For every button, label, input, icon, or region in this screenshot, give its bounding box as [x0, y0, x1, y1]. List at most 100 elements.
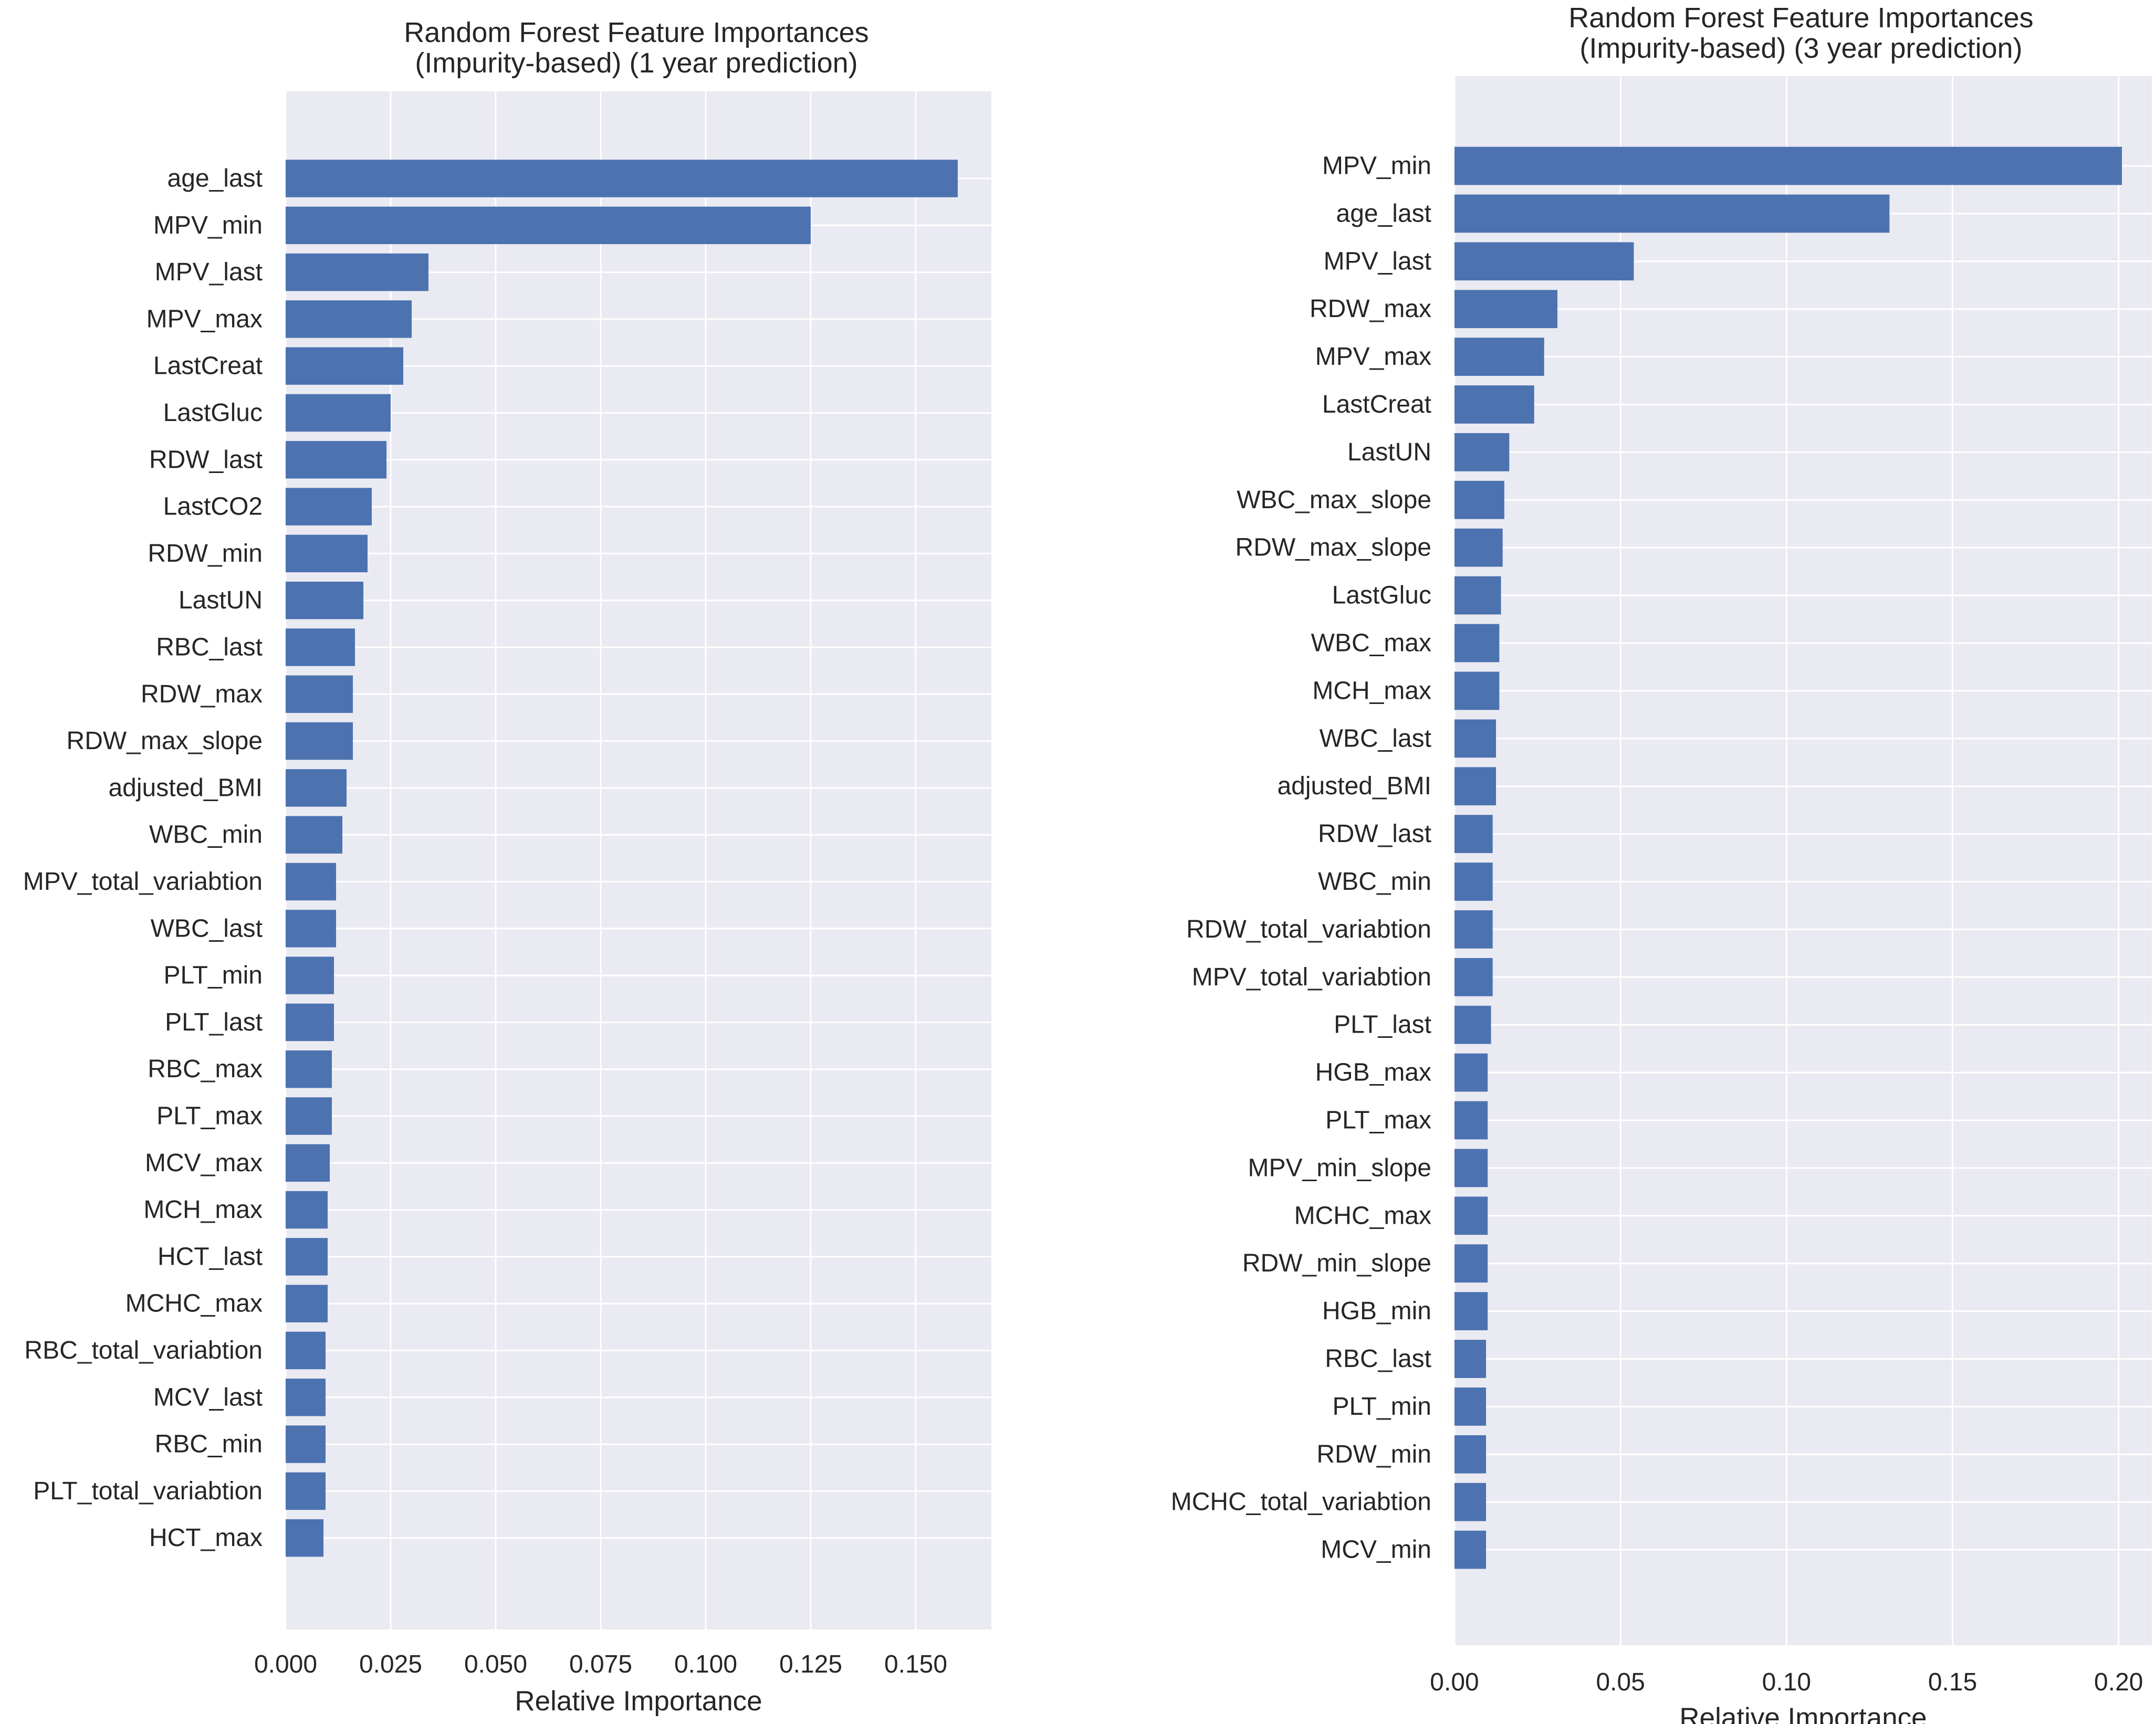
- y-tick-label: MPV_last: [1324, 247, 1431, 275]
- bar-MPV_max: [1454, 338, 1544, 376]
- bar-MCHC_max: [1454, 1196, 1488, 1235]
- y-tick-label: MCHC_max: [125, 1290, 263, 1318]
- bar-MCV_max: [286, 1144, 330, 1182]
- bar-RDW_max_slope: [286, 722, 353, 760]
- bar-HCT_max: [286, 1519, 323, 1557]
- y-tick-label: MCH_max: [1312, 677, 1431, 705]
- bar-MCHC_total_variabtion: [1454, 1483, 1487, 1521]
- bar-PLT_total_variabtion: [286, 1472, 326, 1510]
- x-tick-label: 0.10: [1762, 1668, 1811, 1696]
- bar-PLT_min: [286, 956, 334, 994]
- y-tick-label: MPV_max: [1315, 343, 1431, 371]
- y-tick-label: WBC_max_slope: [1237, 486, 1431, 514]
- x-tick-label: 0.125: [779, 1651, 842, 1678]
- y-tick-label: LastGluc: [163, 399, 263, 427]
- x-tick-label: 0.150: [884, 1651, 947, 1678]
- bar-PLT_last: [1454, 1005, 1491, 1044]
- y-tick-label: PLT_total_variabtion: [33, 1477, 263, 1505]
- bar-RBC_min: [286, 1425, 326, 1463]
- y-tick-label: RDW_max_slope: [67, 727, 263, 755]
- bar-RDW_total_variabtion: [1454, 910, 1493, 949]
- y-tick-label: RBC_total_variabtion: [24, 1337, 263, 1364]
- y-tick-label: WBC_last: [151, 914, 263, 942]
- y-tick-label: RDW_max_slope: [1236, 534, 1431, 562]
- bar-adjusted_BMI: [286, 769, 347, 807]
- y-tick-label: LastUN: [1347, 438, 1431, 466]
- y-tick-label: PLT_max: [1325, 1107, 1431, 1134]
- y-tick-label: MCV_last: [153, 1383, 263, 1411]
- y-tick-label: LastCO2: [163, 493, 263, 521]
- bar-LastUN: [1454, 433, 1510, 471]
- y-tick-label: LastCreat: [1322, 391, 1431, 418]
- y-tick-label: MPV_min_slope: [1248, 1154, 1432, 1182]
- x-axis-label: Relative Importance: [515, 1686, 762, 1717]
- y-tick-label: LastUN: [179, 586, 263, 614]
- bar-RDW_min_slope: [1454, 1244, 1488, 1283]
- y-tick-label: MPV_total_variabtion: [23, 868, 263, 896]
- y-tick-label: WBC_last: [1320, 724, 1431, 752]
- x-tick-label: 0.100: [674, 1651, 737, 1678]
- y-tick-label: HCT_last: [158, 1243, 263, 1270]
- bar-LastUN: [286, 581, 363, 619]
- bar-MPV_min: [286, 206, 811, 245]
- bar-PLT_last: [286, 1003, 334, 1042]
- y-tick-label: MPV_max: [146, 305, 263, 333]
- chart-panel-1-year: age_last MPV_min MPV_last MPV_max LastCreat L…: [23, 17, 991, 1717]
- bar-MCH_max: [286, 1191, 328, 1229]
- bar-age_last: [286, 160, 958, 197]
- bar-PLT_min: [1454, 1387, 1487, 1426]
- y-tick-label: RBC_min: [155, 1431, 263, 1458]
- bar-LastGluc: [1454, 576, 1501, 615]
- y-tick-label: HGB_max: [1315, 1059, 1431, 1087]
- bar-RDW_last: [286, 441, 386, 479]
- y-tick-label: MCV_max: [145, 1149, 263, 1177]
- bar-MPV_max: [286, 300, 412, 338]
- bar-LastCO2: [286, 488, 372, 525]
- y-tick-label: RBC_max: [148, 1055, 263, 1083]
- chart-title: Random Forest Feature Importances (Impuri…: [404, 17, 868, 79]
- bar-MPV_total_variabtion: [1454, 958, 1493, 996]
- bar-MPV_last: [1454, 242, 1634, 281]
- bar-HCT_last: [286, 1238, 328, 1276]
- bar-WBC_last: [1454, 719, 1496, 758]
- chart-panel-3-year: MPV_min age_last MPV_last RDW_max MPV_max Las…: [1171, 2, 2152, 1724]
- bar-RBC_last: [1454, 1340, 1487, 1378]
- x-tick-label: 0.00: [1430, 1668, 1479, 1696]
- y-tick-label: MPV_min: [153, 212, 263, 239]
- bar-RBC_last: [286, 628, 355, 666]
- y-tick-label: PLT_min: [1332, 1393, 1431, 1421]
- x-tick-label: 0.15: [1928, 1668, 1977, 1696]
- bar-RDW_min: [286, 534, 368, 573]
- bar-MCV_min: [1454, 1530, 1487, 1569]
- y-tick-label: MCHC_max: [1294, 1202, 1431, 1229]
- bar-RDW_max: [286, 675, 353, 713]
- x-tick-label: 0.025: [359, 1651, 422, 1678]
- bar-MPV_total_variabtion: [286, 863, 336, 901]
- bar-LastCreat: [286, 347, 403, 385]
- bar-RDW_last: [1454, 815, 1493, 853]
- bar-RBC_total_variabtion: [286, 1331, 326, 1370]
- bar-MPV_min: [1454, 146, 2122, 185]
- bar-MCV_last: [286, 1379, 326, 1416]
- y-tick-label: RBC_last: [1325, 1345, 1431, 1373]
- y-tick-label: RDW_min_slope: [1242, 1249, 1431, 1277]
- y-tick-label: age_last: [168, 165, 263, 193]
- y-tick-label: RDW_max: [141, 680, 263, 708]
- bar-RDW_max_slope: [1454, 528, 1503, 567]
- x-tick-label: 0.000: [254, 1651, 317, 1678]
- y-tick-label: RDW_min: [1316, 1441, 1431, 1468]
- y-tick-label: MPV_total_variabtion: [1192, 963, 1431, 991]
- y-tick-label: MCHC_total_variabtion: [1171, 1488, 1431, 1516]
- bar-RBC_max: [286, 1050, 332, 1088]
- bar-WBC_min: [286, 816, 342, 854]
- bar-MPV_last: [286, 253, 428, 291]
- y-tick-label: LastGluc: [1332, 582, 1431, 609]
- x-axis-label: Relative Importance: [1679, 1702, 1927, 1724]
- bar-HGB_max: [1454, 1053, 1488, 1092]
- y-tick-label: MPV_last: [155, 258, 263, 286]
- y-tick-label: PLT_last: [1334, 1011, 1431, 1039]
- bar-LastCreat: [1454, 385, 1534, 424]
- bar-RDW_max: [1454, 290, 1558, 329]
- bar-WBC_last: [286, 910, 336, 948]
